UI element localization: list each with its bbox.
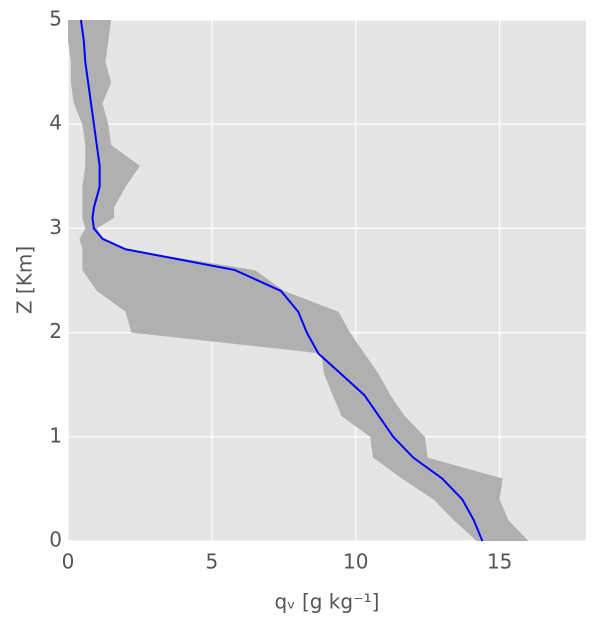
y-tick-label: 2 [49, 319, 62, 343]
mean-line [79, 19, 484, 542]
y-tick-label: 4 [49, 111, 62, 135]
y-tick-label: 1 [49, 423, 62, 447]
x-axis-label: qᵥ [g kg⁻¹] [275, 590, 380, 614]
spread-band [68, 20, 529, 541]
x-tick-label: 15 [487, 550, 512, 574]
y-tick-label: 0 [49, 528, 62, 552]
x-tick-label: 0 [62, 550, 75, 574]
x-tick-label: 10 [343, 550, 368, 574]
y-tick-label: 3 [49, 215, 62, 239]
y-axis-label: Z [Km] [13, 246, 37, 314]
y-tick-label: 5 [49, 7, 62, 31]
x-tick-label: 5 [206, 550, 219, 574]
